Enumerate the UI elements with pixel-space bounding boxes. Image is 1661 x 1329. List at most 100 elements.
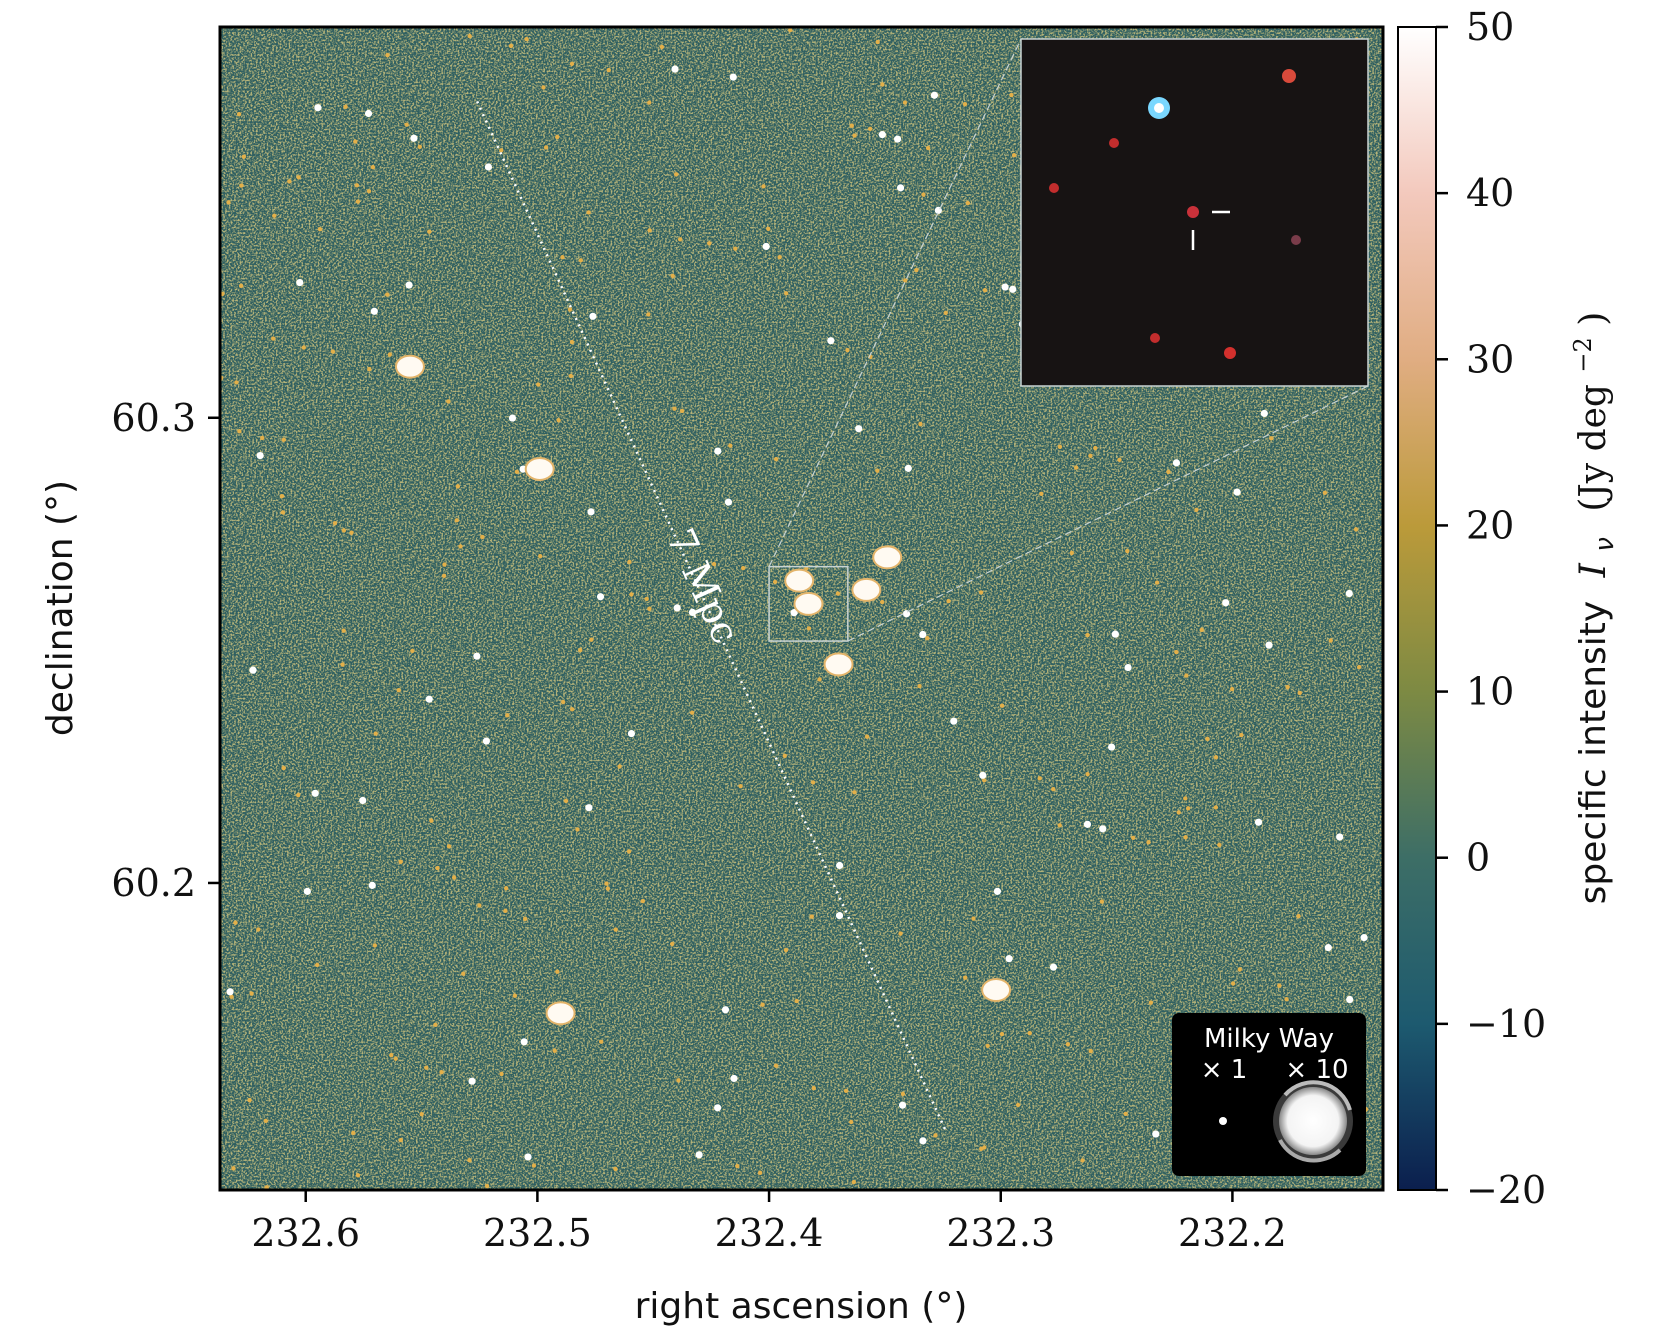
point-source (226, 988, 234, 996)
point-source (451, 875, 457, 880)
point-source (427, 229, 432, 234)
point-source (914, 267, 919, 273)
colorbar-tick-label: 0 (1466, 836, 1490, 880)
point-source (1001, 283, 1009, 291)
point-source (1205, 736, 1210, 741)
point-source (898, 1101, 907, 1109)
point-source (1123, 1111, 1128, 1116)
point-source (341, 628, 346, 633)
point-source (272, 213, 277, 218)
point-source (461, 971, 466, 976)
point-source (522, 916, 528, 922)
milky-way-legend: Milky Way × 1 × 10 (1172, 1013, 1366, 1176)
point-source (442, 562, 447, 567)
point-source (264, 1185, 269, 1190)
point-source (773, 1063, 779, 1068)
point-source (848, 1119, 854, 1125)
point-source (541, 85, 546, 90)
point-source (671, 65, 679, 73)
point-source (925, 635, 930, 641)
point-source (852, 790, 857, 795)
point-source (1277, 983, 1282, 988)
inset-connector-line (847, 385, 1369, 642)
point-source (1088, 453, 1093, 459)
point-source (1322, 490, 1328, 496)
colorbar-label-subscript: ν (1590, 537, 1620, 552)
point-source (512, 993, 518, 998)
point-source (647, 606, 652, 612)
point-source (578, 258, 584, 263)
point-source (1099, 899, 1105, 904)
point-source (1285, 684, 1290, 690)
point-source (773, 456, 779, 462)
point-source (898, 931, 903, 936)
point-source (999, 703, 1005, 708)
point-source (721, 1006, 730, 1014)
point-source (556, 418, 561, 423)
point-source (419, 1112, 424, 1117)
point-source (783, 291, 789, 296)
point-source (1260, 409, 1268, 418)
point-source (311, 789, 319, 797)
point-source (446, 399, 451, 404)
point-source (903, 278, 908, 283)
bright-radio-source (545, 1001, 576, 1026)
point-source (962, 102, 968, 107)
point-source (1085, 632, 1090, 638)
inset-star (1150, 333, 1160, 343)
bright-radio-source (394, 354, 425, 379)
point-source (524, 36, 529, 42)
point-source (640, 898, 646, 904)
point-source (1099, 825, 1107, 833)
point-source (728, 443, 733, 448)
point-source (1148, 1000, 1154, 1005)
point-source (1183, 835, 1188, 840)
point-source (843, 1088, 849, 1094)
point-source (578, 647, 583, 653)
point-source (878, 131, 886, 139)
point-source (1284, 997, 1289, 1002)
point-source (849, 123, 855, 128)
point-source (1065, 1042, 1071, 1047)
point-source (256, 927, 261, 932)
legend-entry-x10: × 10 (1285, 1055, 1348, 1085)
point-source (508, 43, 514, 49)
point-source (971, 916, 976, 921)
point-source (943, 310, 948, 316)
point-source (835, 912, 844, 920)
point-source (605, 886, 611, 891)
point-source (396, 687, 401, 693)
point-source (503, 908, 508, 914)
point-source (569, 339, 575, 345)
point-source (724, 498, 733, 506)
point-source (979, 771, 987, 779)
colorbar-tick-label: −10 (1466, 1002, 1546, 1046)
point-source (439, 1070, 444, 1075)
point-source (555, 969, 560, 974)
point-source (1152, 1130, 1160, 1138)
point-source (480, 534, 485, 540)
point-source (835, 591, 841, 596)
point-source (370, 165, 376, 170)
point-source (809, 914, 814, 919)
point-source (783, 947, 789, 953)
point-source (1360, 934, 1368, 942)
point-source (627, 729, 636, 738)
inset-connector-line (768, 38, 1022, 567)
point-source (281, 765, 286, 771)
point-source (707, 241, 712, 246)
bright-radio-source (872, 545, 903, 570)
point-source (790, 609, 798, 617)
point-source (676, 1078, 681, 1083)
point-source (979, 1146, 984, 1152)
legend-entry-x1: × 1 (1201, 1055, 1248, 1085)
point-source (1172, 459, 1181, 467)
colorbar-tick-label: 10 (1466, 670, 1514, 714)
point-source (627, 559, 632, 565)
point-source (367, 366, 372, 372)
inset-star (1224, 347, 1236, 359)
point-source (314, 104, 322, 112)
point-source (1069, 550, 1075, 556)
point-source (1233, 488, 1241, 496)
